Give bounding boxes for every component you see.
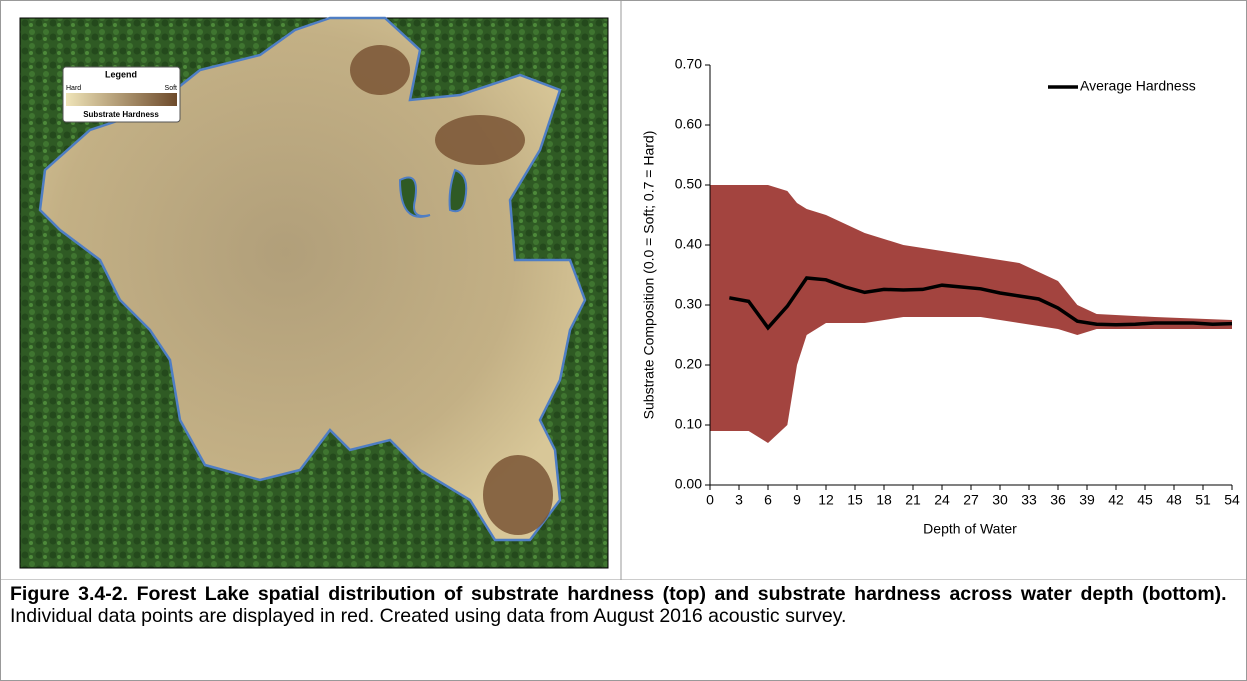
y-tick-label: 0.20 <box>675 356 702 372</box>
y-tick-label: 0.10 <box>675 416 702 432</box>
x-tick-label: 54 <box>1224 492 1240 508</box>
y-tick-label: 0.40 <box>675 236 702 252</box>
x-tick-label: 6 <box>764 492 772 508</box>
x-tick-label: 39 <box>1079 492 1095 508</box>
y-tick-label: 0.50 <box>675 176 702 192</box>
x-tick-label: 9 <box>793 492 801 508</box>
y-tick-label: 0.00 <box>675 476 702 492</box>
caption-bold: Figure 3.4-2. Forest Lake spatial distri… <box>10 583 1227 605</box>
data-point-cloud <box>710 185 1232 443</box>
average-line <box>729 276 1233 331</box>
soft-area <box>350 45 410 95</box>
y-axis-label: Substrate Composition (0.0 = Soft; 0.7 =… <box>641 131 657 420</box>
map-legend-title: Legend <box>105 69 137 79</box>
x-tick-label: 15 <box>847 492 863 508</box>
x-tick-label: 51 <box>1195 492 1211 508</box>
map-legend-ramp <box>66 93 177 106</box>
caption: Figure 3.4-2. Forest Lake spatial distri… <box>10 583 1232 627</box>
x-tick-label: 3 <box>735 492 743 508</box>
island <box>398 176 431 218</box>
figure: Legend Hard Soft Substrate Hardness Dept… <box>0 0 1247 580</box>
x-tick-label: 12 <box>818 492 834 508</box>
x-tick-label: 42 <box>1108 492 1124 508</box>
x-tick-label: 45 <box>1137 492 1153 508</box>
x-tick-label: 0 <box>706 492 714 508</box>
x-tick-label: 27 <box>963 492 979 508</box>
x-tick-label: 36 <box>1050 492 1066 508</box>
x-tick-label: 33 <box>1021 492 1037 508</box>
map-legend-label: Substrate Hardness <box>83 110 159 119</box>
map-legend-hard: Hard <box>66 85 81 92</box>
y-tick-label: 0.60 <box>675 116 702 132</box>
x-axis-label: Depth of Water <box>923 521 1017 537</box>
map-legend-soft: Soft <box>165 85 178 92</box>
x-tick-label: 24 <box>934 492 950 508</box>
x-tick-label: 18 <box>876 492 892 508</box>
x-tick-label: 48 <box>1166 492 1182 508</box>
x-tick-label: 21 <box>905 492 921 508</box>
legend-label: Average Hardness <box>1080 78 1196 94</box>
y-tick-label: 0.70 <box>675 56 702 72</box>
x-tick-label: 30 <box>992 492 1008 508</box>
soft-area <box>483 455 553 535</box>
y-tick-label: 0.30 <box>675 296 702 312</box>
caption-text: Individual data points are displayed in … <box>10 605 847 627</box>
lake-map: Legend Hard Soft Substrate Hardness <box>19 16 609 569</box>
soft-area <box>435 115 525 165</box>
island <box>448 168 468 213</box>
